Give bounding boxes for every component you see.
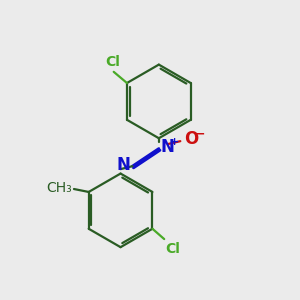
Text: +: + — [170, 137, 179, 147]
Text: CH₃: CH₃ — [46, 181, 72, 195]
Text: N: N — [116, 156, 130, 174]
Text: −: − — [195, 128, 206, 141]
Text: O: O — [184, 130, 198, 148]
Text: N: N — [160, 138, 174, 156]
Text: Cl: Cl — [166, 242, 181, 256]
Text: Cl: Cl — [105, 56, 120, 70]
